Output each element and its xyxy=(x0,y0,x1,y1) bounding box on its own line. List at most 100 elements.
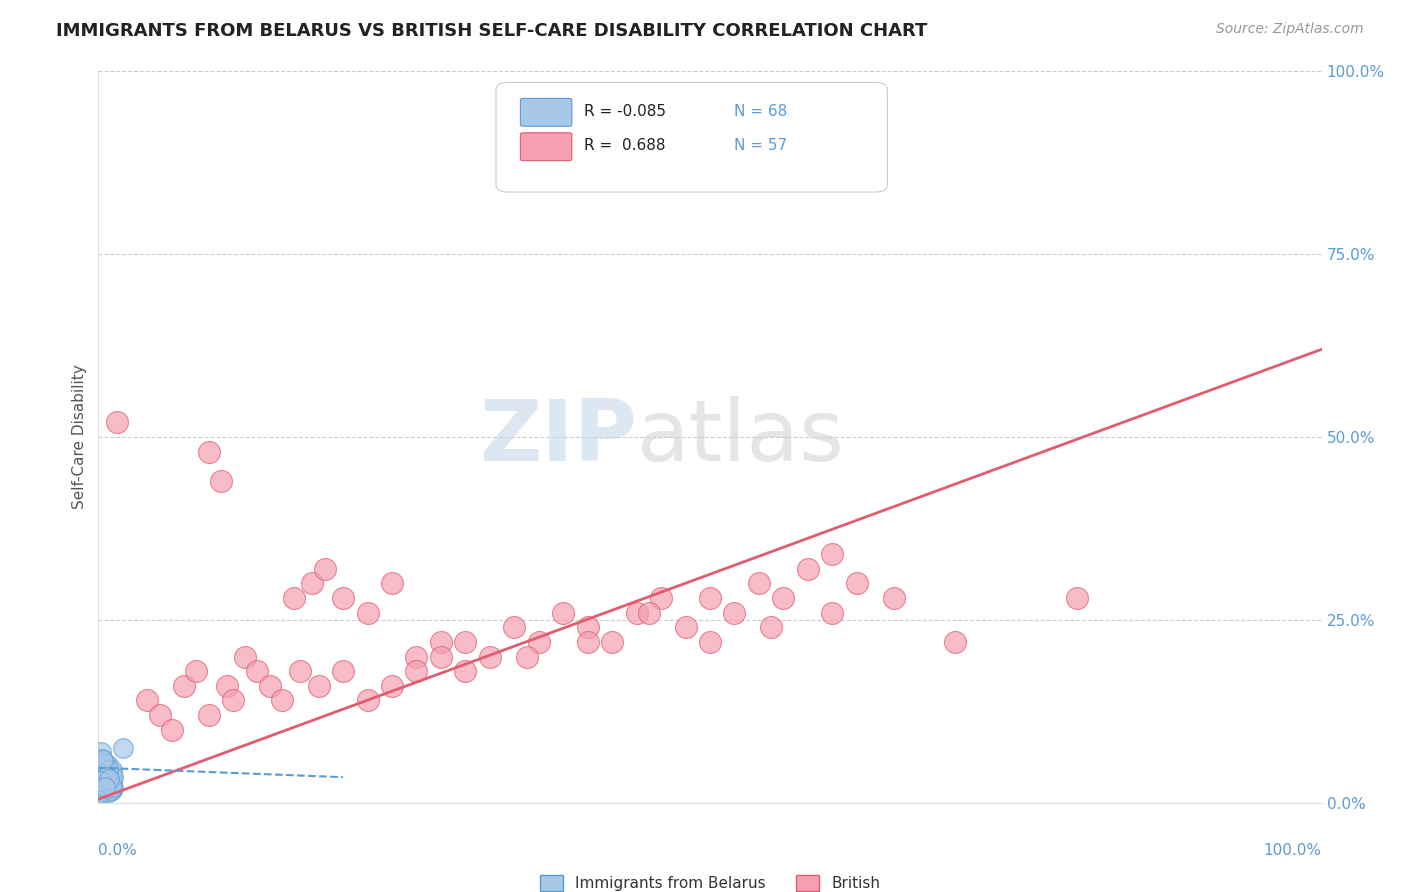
Point xyxy=(797,562,820,576)
Point xyxy=(454,664,477,678)
Point xyxy=(332,591,354,605)
Text: N = 57: N = 57 xyxy=(734,138,787,153)
Point xyxy=(98,768,121,782)
Point xyxy=(97,781,120,796)
Point xyxy=(90,777,112,792)
Text: 0.0%: 0.0% xyxy=(98,843,138,858)
Point xyxy=(100,777,122,792)
Point xyxy=(101,775,124,789)
Point xyxy=(215,679,238,693)
Text: atlas: atlas xyxy=(637,395,845,479)
Point xyxy=(233,649,256,664)
Point xyxy=(100,770,122,784)
Point xyxy=(405,664,427,678)
Point xyxy=(94,763,117,777)
Point xyxy=(91,770,114,784)
Point xyxy=(761,620,783,634)
Point xyxy=(283,591,305,605)
Point xyxy=(943,635,966,649)
Point xyxy=(600,635,623,649)
Point xyxy=(259,679,281,693)
Point xyxy=(98,772,121,787)
Text: ZIP: ZIP xyxy=(479,395,637,479)
Point xyxy=(96,772,118,787)
Point xyxy=(96,777,118,792)
Point xyxy=(699,635,721,649)
Point xyxy=(332,664,354,678)
Point xyxy=(516,649,538,664)
Point xyxy=(94,768,117,782)
Point xyxy=(96,768,118,782)
Point xyxy=(91,781,114,796)
Point xyxy=(90,765,112,780)
Point xyxy=(96,773,118,788)
Point xyxy=(93,775,115,789)
Point xyxy=(136,693,159,707)
Point xyxy=(186,664,208,678)
Point xyxy=(197,708,219,723)
Point xyxy=(94,772,117,787)
Point xyxy=(91,759,114,773)
Point xyxy=(356,693,378,707)
FancyBboxPatch shape xyxy=(520,98,572,127)
Point xyxy=(101,782,124,797)
Point xyxy=(105,416,128,430)
Point xyxy=(90,773,112,788)
Point xyxy=(675,620,697,634)
Text: IMMIGRANTS FROM BELARUS VS BRITISH SELF-CARE DISABILITY CORRELATION CHART: IMMIGRANTS FROM BELARUS VS BRITISH SELF-… xyxy=(56,22,928,40)
Point xyxy=(98,773,121,788)
Text: Source: ZipAtlas.com: Source: ZipAtlas.com xyxy=(1216,22,1364,37)
Point xyxy=(101,763,124,777)
Y-axis label: Self-Care Disability: Self-Care Disability xyxy=(72,365,87,509)
Point xyxy=(94,773,117,788)
Point xyxy=(93,773,115,788)
Point xyxy=(90,761,112,775)
Point xyxy=(356,606,378,620)
Point xyxy=(90,768,112,782)
Point xyxy=(650,591,672,605)
Legend: Immigrants from Belarus, British: Immigrants from Belarus, British xyxy=(534,869,886,892)
Point xyxy=(91,772,114,787)
Point xyxy=(430,649,453,664)
Point xyxy=(97,763,120,777)
Point xyxy=(90,785,112,799)
Point xyxy=(173,679,195,693)
Point xyxy=(93,756,115,770)
Point xyxy=(748,576,770,591)
Point xyxy=(97,770,120,784)
Point xyxy=(209,474,232,488)
Point xyxy=(91,752,114,766)
Point xyxy=(93,759,115,773)
Point xyxy=(503,620,526,634)
Point xyxy=(553,606,575,620)
Point xyxy=(91,780,114,794)
Point xyxy=(576,620,599,634)
Point xyxy=(308,679,330,693)
Point xyxy=(723,606,745,620)
Point xyxy=(101,770,124,784)
Text: N = 68: N = 68 xyxy=(734,104,787,120)
Text: R =  0.688: R = 0.688 xyxy=(583,138,665,153)
Point xyxy=(101,770,124,784)
Point xyxy=(91,782,114,797)
Point xyxy=(97,757,120,772)
Point xyxy=(270,693,294,707)
Point xyxy=(699,591,721,605)
Point xyxy=(94,785,117,799)
Point xyxy=(91,763,114,777)
Point xyxy=(94,763,117,777)
Point xyxy=(381,679,404,693)
Point xyxy=(94,770,117,784)
Point xyxy=(100,782,122,797)
Point xyxy=(405,649,427,664)
Point xyxy=(772,591,794,605)
Point xyxy=(638,606,661,620)
Point xyxy=(290,664,312,678)
Text: 100.0%: 100.0% xyxy=(1264,843,1322,858)
Point xyxy=(101,780,124,794)
Point xyxy=(93,766,115,780)
Point xyxy=(222,693,245,707)
Point xyxy=(527,635,550,649)
Point xyxy=(91,775,114,789)
Point xyxy=(97,773,120,788)
